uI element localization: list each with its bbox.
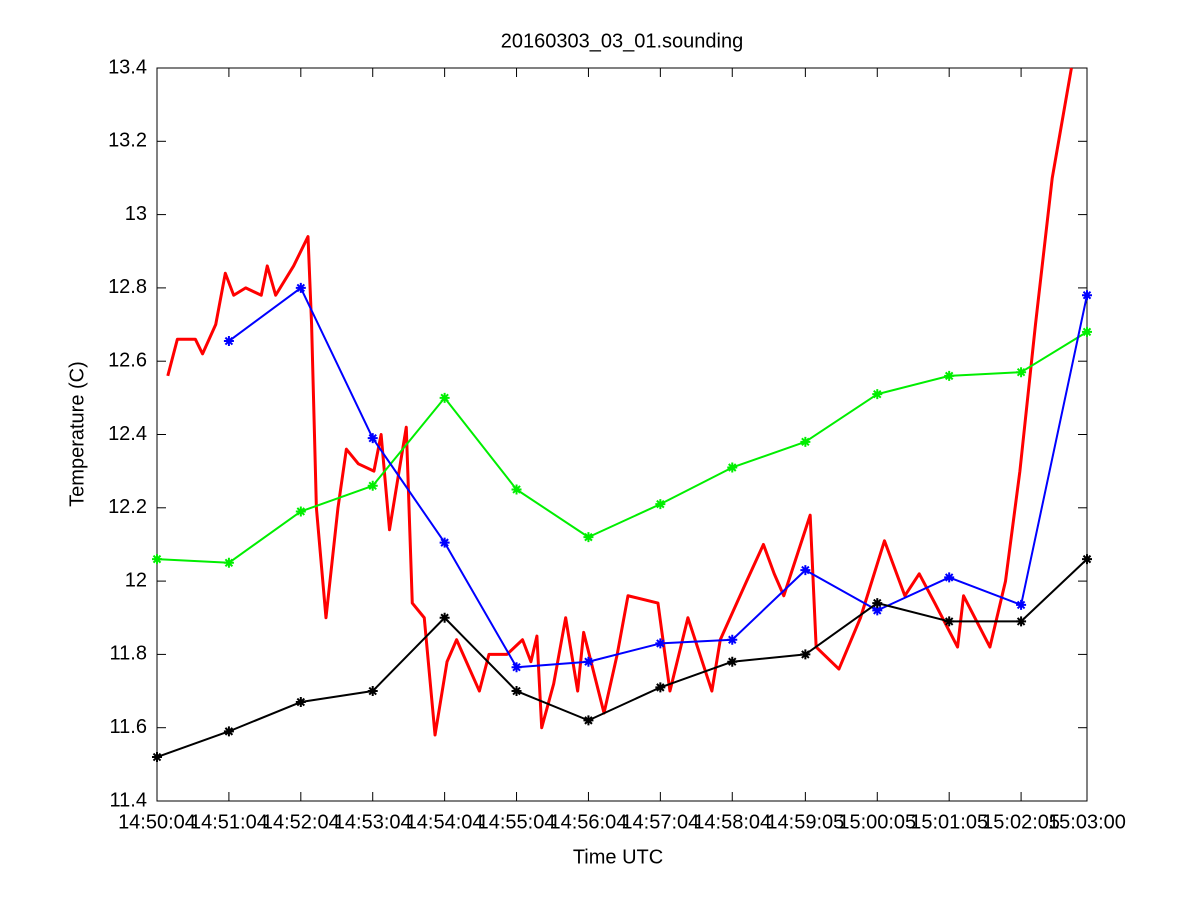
asterisk-marker	[367, 480, 378, 491]
asterisk-marker	[295, 282, 306, 293]
asterisk-marker	[1082, 554, 1092, 565]
x-tick-label: 14:57:04	[621, 811, 699, 833]
asterisk-marker	[727, 462, 738, 473]
asterisk-marker	[511, 686, 522, 697]
asterisk-marker	[1082, 326, 1092, 337]
y-tick-label: 11.8	[110, 643, 147, 665]
asterisk-marker	[439, 537, 450, 548]
asterisk-marker	[295, 697, 306, 708]
series-line	[166, 67, 1073, 737]
x-tick-label: 14:53:04	[334, 811, 412, 833]
y-tick-label: 13	[125, 203, 147, 225]
asterisk-marker	[583, 532, 594, 543]
asterisk-marker	[511, 662, 522, 673]
y-tick-label: 12.4	[108, 423, 147, 445]
asterisk-marker	[944, 370, 955, 381]
y-tick-label: 12.8	[108, 276, 147, 298]
asterisk-marker	[655, 682, 666, 693]
y-tick-label: 12.2	[108, 496, 147, 518]
x-tick-label: 14:50:04	[118, 811, 196, 833]
asterisk-marker	[439, 612, 450, 623]
x-tick-label: 14:59:05	[766, 811, 844, 833]
asterisk-marker	[1016, 616, 1027, 627]
y-tick-label: 13.2	[108, 130, 147, 152]
y-tick-label: 12.6	[108, 349, 147, 371]
x-tick-label: 15:02:05	[982, 811, 1060, 833]
asterisk-marker	[223, 726, 234, 737]
asterisk-marker	[655, 499, 666, 510]
asterisk-marker	[1082, 290, 1092, 301]
asterisk-marker	[1016, 599, 1027, 610]
series-line	[156, 558, 1088, 758]
asterisk-marker	[944, 572, 955, 583]
asterisk-marker	[583, 656, 594, 667]
asterisk-marker	[727, 656, 738, 667]
x-tick-label: 14:58:04	[693, 811, 771, 833]
y-tick-label: 12	[125, 569, 147, 591]
y-tick-label: 11.4	[110, 789, 147, 811]
x-tick-label: 15:00:05	[838, 811, 916, 833]
asterisk-marker	[1016, 367, 1027, 378]
plot-area	[156, 67, 1088, 802]
x-tick-label: 14:54:04	[406, 811, 484, 833]
x-tick-label: 15:03:00	[1048, 811, 1126, 833]
asterisk-marker	[727, 634, 738, 645]
asterisk-marker	[152, 554, 162, 565]
x-tick-label: 14:51:04	[190, 811, 268, 833]
x-tick-label: 15:01:05	[910, 811, 988, 833]
asterisk-marker	[800, 649, 811, 660]
asterisk-marker	[872, 598, 883, 609]
asterisk-marker	[367, 433, 378, 444]
y-tick-label: 13.4	[108, 56, 147, 78]
asterisk-marker	[583, 715, 594, 726]
x-tick-label: 14:55:04	[478, 811, 556, 833]
x-tick-label: 14:56:04	[550, 811, 628, 833]
asterisk-marker	[223, 557, 234, 568]
x-axis-label: Time UTC	[573, 846, 663, 868]
asterisk-marker	[511, 484, 522, 495]
asterisk-marker	[872, 605, 883, 616]
asterisk-marker	[295, 506, 306, 517]
asterisk-marker	[800, 565, 811, 576]
asterisk-marker	[800, 436, 811, 447]
chart-title: 20160303_03_01.sounding	[501, 30, 743, 52]
asterisk-marker	[655, 638, 666, 649]
y-tick-label: 11.6	[110, 716, 147, 738]
asterisk-marker	[223, 336, 234, 347]
asterisk-marker	[439, 392, 450, 403]
series-line	[156, 331, 1088, 564]
asterisk-marker	[367, 686, 378, 697]
asterisk-marker	[944, 616, 955, 627]
x-tick-label: 14:52:04	[262, 811, 340, 833]
asterisk-marker	[872, 389, 883, 400]
asterisk-marker	[152, 752, 162, 763]
y-axis-label: Temperature (C)	[66, 361, 88, 507]
